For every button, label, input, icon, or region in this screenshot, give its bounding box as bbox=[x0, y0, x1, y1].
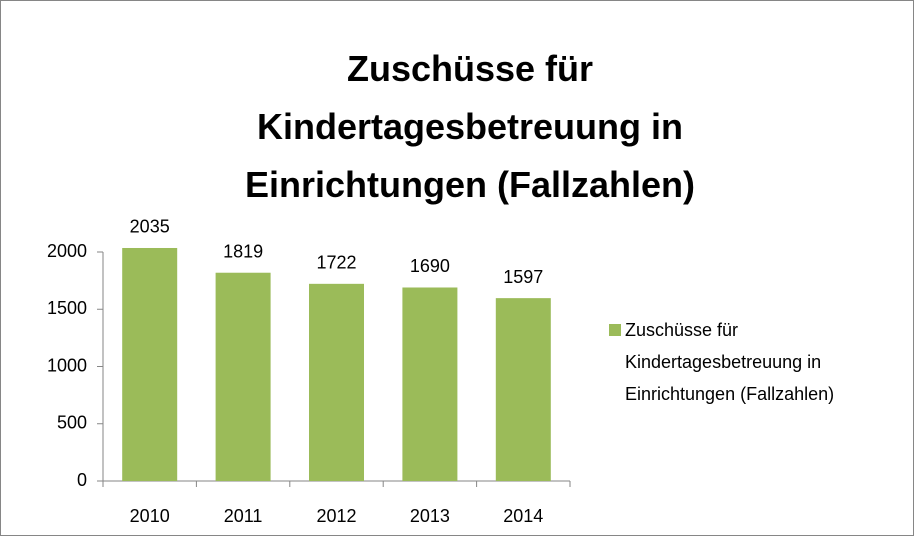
y-tick-label: 1000 bbox=[47, 355, 87, 375]
data-label: 1722 bbox=[316, 253, 356, 273]
x-tick-label: 2013 bbox=[410, 506, 450, 526]
y-tick-label: 500 bbox=[57, 413, 87, 433]
y-tick-label: 2000 bbox=[47, 241, 87, 261]
legend-label: Zuschüsse für Kindertagesbetreuung in Ei… bbox=[625, 320, 835, 404]
data-label: 1819 bbox=[223, 241, 263, 261]
legend: Zuschüsse für Kindertagesbetreuung in Ei… bbox=[609, 314, 914, 410]
bar bbox=[402, 287, 458, 481]
bar bbox=[215, 272, 271, 481]
x-tick-label: 2012 bbox=[316, 506, 356, 526]
data-label: 2035 bbox=[130, 217, 170, 237]
x-tick-label: 2010 bbox=[130, 506, 170, 526]
legend-key bbox=[609, 324, 621, 336]
y-tick-label: 0 bbox=[77, 470, 87, 490]
data-label: 1597 bbox=[503, 267, 543, 287]
x-tick-label: 2011 bbox=[224, 506, 263, 526]
bar bbox=[309, 283, 364, 481]
x-tick-label: 2014 bbox=[503, 506, 543, 526]
data-label: 1690 bbox=[410, 256, 450, 276]
bar bbox=[495, 298, 551, 481]
chart-title: Zuschüsse für Kindertagesbetreuung in Ei… bbox=[244, 48, 696, 205]
bar bbox=[122, 247, 178, 481]
y-tick-label: 1500 bbox=[47, 298, 87, 318]
